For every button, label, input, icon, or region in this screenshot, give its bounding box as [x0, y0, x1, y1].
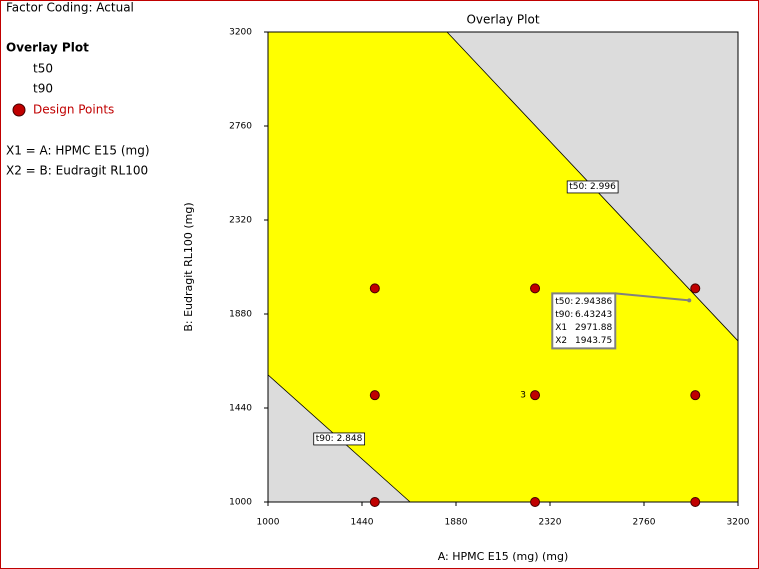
legend-entry: t90 [33, 82, 53, 96]
design-point [690, 390, 701, 401]
y-axis-title: B: Eudragit RL100 (mg) [182, 202, 195, 331]
contour-flag: t50: 2.996 [566, 180, 619, 194]
y-tick-label: 3200 [229, 28, 252, 38]
x-tick-label: 2760 [633, 518, 656, 528]
panel-heading: Overlay Plot [6, 41, 89, 55]
flag-label: t90: [555, 310, 573, 320]
contour-label: t90: 2.848 [316, 434, 363, 444]
design-point [369, 283, 380, 294]
x-tick-label: 1880 [445, 518, 468, 528]
contour-label-box [313, 432, 366, 446]
x-axis-title: A: HPMC E15 (mg) (mg) [438, 550, 569, 563]
y-tick-label: 1880 [229, 310, 252, 320]
contour-label: t50: 2.996 [569, 182, 616, 192]
design-point [530, 283, 541, 294]
design-point [530, 497, 541, 507]
design-point [530, 390, 541, 401]
contour-label-box [566, 180, 619, 194]
factor-label: X1 = A: HPMC E15 (mg) [6, 144, 150, 158]
legend-entry: t50 [33, 62, 53, 76]
flag-box [551, 292, 617, 350]
flag-value: 2.94386 [575, 297, 612, 307]
x-tick-label: 1000 [257, 518, 280, 528]
design-point [369, 497, 380, 507]
y-tick-label: 2320 [229, 216, 252, 226]
x-tick-label: 2320 [539, 518, 562, 528]
contour-flag: t90: 2.848 [313, 432, 366, 446]
design-point [690, 283, 701, 294]
flag-point [687, 298, 692, 303]
factor-coding: Factor Coding: Actual [6, 1, 134, 15]
legend-entry: Design Points [33, 103, 114, 117]
y-tick-label: 1440 [229, 404, 252, 414]
point-label: 3 [520, 391, 526, 401]
flag-value: 6.43243 [575, 310, 612, 320]
flag-value: 2971.88 [575, 323, 612, 333]
y-tick-label: 1000 [229, 498, 252, 508]
legend-marker [12, 103, 26, 117]
flag-label: X2 [555, 336, 567, 346]
flag-value: 1943.75 [575, 336, 612, 346]
design-point [369, 390, 380, 401]
flag-pointer [615, 292, 690, 302]
flag-label: t50: [555, 297, 573, 307]
factor-label: X2 = B: Eudragit RL100 [6, 164, 148, 178]
x-tick-label: 3200 [727, 518, 750, 528]
x-tick-label: 1440 [351, 518, 374, 528]
y-tick-label: 2760 [229, 122, 252, 132]
feasible-region [268, 32, 738, 502]
plot-border [267, 31, 739, 503]
flag-label: X1 [555, 323, 567, 333]
chart-title: Overlay Plot [466, 13, 539, 27]
design-point [690, 497, 701, 507]
